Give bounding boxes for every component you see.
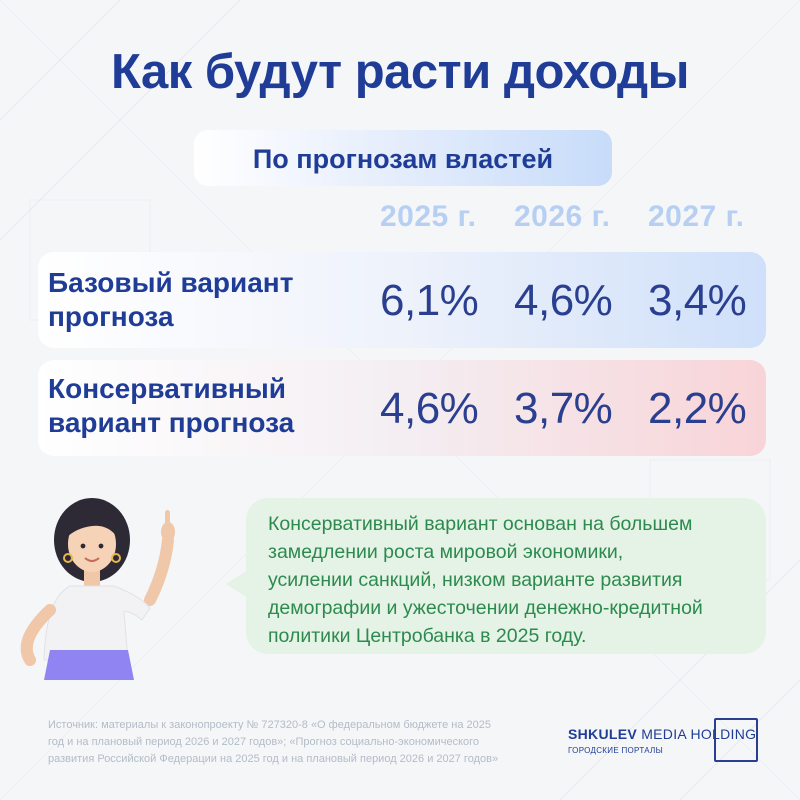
brand-rest: MEDIA HOLDING <box>637 726 757 742</box>
conservative-forecast-row <box>38 360 766 456</box>
subtitle-pill <box>194 130 612 186</box>
source-line: год и на плановый период 2026 и 2027 год… <box>48 736 480 748</box>
note-line: демографии и ужесточении денежно-кредитн… <box>268 597 703 619</box>
note-line: Консервативный вариант основан на больше… <box>268 513 693 535</box>
brand-logo-square-icon <box>714 718 758 762</box>
speech-bubble-tail <box>226 570 248 598</box>
conservative-label-line1: Консервативный <box>48 373 286 404</box>
brand-logo-text: SHKULEV MEDIA HOLDING <box>568 726 756 742</box>
woman-illustration <box>20 498 175 680</box>
conservative-value-2025: 4,6% <box>380 384 479 433</box>
source-line: развития Российской Федерации на 2025 го… <box>48 753 499 765</box>
note-text: Консервативный вариант основан на больше… <box>268 510 758 650</box>
brand-tagline: ГОРОДСКИЕ ПОРТАЛЫ <box>568 746 663 755</box>
note-line: политики Центробанка в 2025 году. <box>268 625 587 647</box>
base-value-2027: 3,4% <box>648 276 747 325</box>
conservative-forecast-label: Консервативный вариант прогноза <box>48 372 294 440</box>
conservative-value-2027: 2,2% <box>648 384 747 433</box>
base-forecast-label: Базовый вариант прогноза <box>48 266 293 334</box>
base-value-2026: 4,6% <box>514 276 613 325</box>
page-title: Как будут расти доходы <box>111 45 689 99</box>
subtitle: По прогнозам властей <box>252 144 554 174</box>
base-label-line1: Базовый вариант <box>48 267 294 298</box>
year-header-2026: 2026 г. <box>514 200 611 233</box>
note-line: замедлении роста мировой экономики, <box>268 541 624 563</box>
base-label-line2: прогноза <box>48 301 174 332</box>
year-header-2027: 2027 г. <box>648 200 745 233</box>
base-forecast-row <box>38 252 766 348</box>
conservative-label-line2: вариант прогноза <box>48 407 295 438</box>
brand-bold: SHKULEV <box>568 726 637 742</box>
note-line: усилении санкций, низком варианте развит… <box>268 569 683 591</box>
note-speech-bubble <box>246 498 766 654</box>
conservative-value-2026: 3,7% <box>514 384 613 433</box>
base-value-2025: 6,1% <box>380 276 479 325</box>
year-header-2025: 2025 г. <box>380 200 477 233</box>
source-footnote: Источник: материалы к законопроекту № 72… <box>48 717 548 768</box>
source-line: Источник: материалы к законопроекту № 72… <box>48 719 491 731</box>
